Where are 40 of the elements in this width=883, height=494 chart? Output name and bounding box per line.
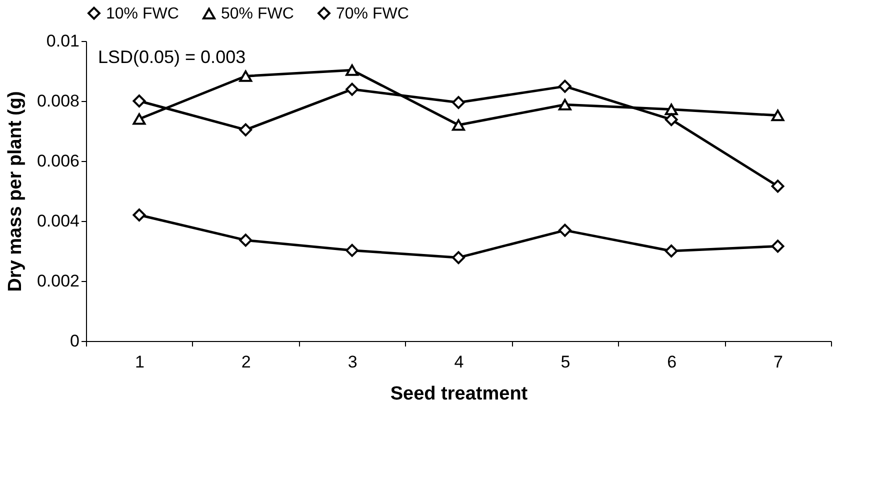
y-tick-label: 0 xyxy=(70,332,80,350)
point xyxy=(346,244,359,257)
point xyxy=(346,64,359,76)
point xyxy=(558,224,572,237)
y-tick-label: 0.006 xyxy=(36,152,80,170)
point xyxy=(771,240,784,253)
point xyxy=(664,104,678,116)
point xyxy=(558,98,572,110)
x-tick-label: 3 xyxy=(348,352,358,372)
x-tick-label: 4 xyxy=(454,352,464,372)
point xyxy=(132,208,146,222)
point xyxy=(239,123,252,136)
point xyxy=(664,244,678,258)
y-tick-label: 0.004 xyxy=(36,212,80,230)
x-tick-label: 7 xyxy=(774,352,784,372)
point xyxy=(452,96,465,109)
y-tick-label: 0.002 xyxy=(36,272,80,290)
point xyxy=(346,82,359,96)
point xyxy=(771,110,784,122)
x-axis-title: Seed treatment xyxy=(390,384,528,404)
x-tick-label: 2 xyxy=(241,352,251,372)
x-tick-label: 5 xyxy=(560,352,570,372)
point xyxy=(452,119,465,131)
x-tick-label: 6 xyxy=(667,352,677,372)
point xyxy=(771,180,784,193)
point xyxy=(132,94,146,108)
point xyxy=(132,113,146,125)
legend-label: 70% FWC xyxy=(336,5,409,22)
point xyxy=(664,113,678,126)
legend-label: 50% FWC xyxy=(221,6,294,23)
legend-label: 10% FWC xyxy=(106,5,179,22)
annotation: LSD(0.05) = 0.003 xyxy=(98,47,246,67)
y-tick-label: 0.008 xyxy=(36,92,80,110)
y-axis-title: Dry mass per plant (g) xyxy=(4,91,26,292)
point xyxy=(239,234,252,247)
point xyxy=(452,251,465,264)
point xyxy=(558,80,572,93)
y-tick-label: 0.01 xyxy=(46,32,80,50)
x-tick-label: 1 xyxy=(134,352,144,372)
point xyxy=(239,70,252,82)
